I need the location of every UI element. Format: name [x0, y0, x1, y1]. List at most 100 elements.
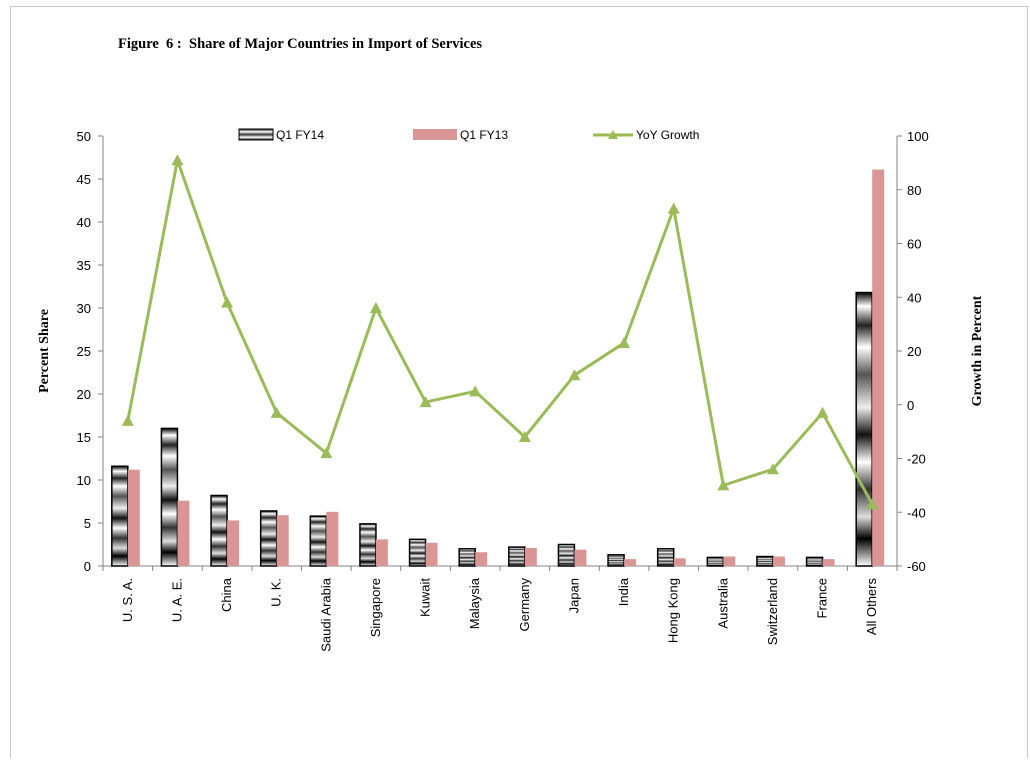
y2-tick-label: 60: [907, 237, 921, 252]
legend-marker-yoy-growth: [608, 130, 618, 139]
y-tick-label: 30: [77, 301, 91, 316]
bar-q1fy13-u-a-e: [177, 500, 190, 566]
y2-axis-title: Growth in Percent: [970, 295, 985, 406]
bar-q1fy13-saudi-arabia: [326, 511, 339, 566]
x-tick-label-singapore: Singapore: [368, 578, 383, 637]
bar-q1fy14-kuwait: [408, 538, 427, 567]
x-tick-label-saudi-arabia: Saudi Arabia: [318, 577, 333, 651]
y-tick-label: 50: [77, 129, 91, 144]
bar-q1fy13-kuwait: [425, 542, 438, 566]
growth-marker-u-s-a: [121, 414, 134, 426]
x-tick-label-australia: Australia: [715, 577, 730, 628]
legend-label-q1fy14: Q1 FY14: [276, 128, 324, 142]
growth-marker-india: [618, 336, 631, 348]
growth-marker-australia: [717, 479, 730, 491]
growth-marker-u-a-e: [171, 154, 184, 166]
bar-q1fy14-u-s-a: [111, 465, 129, 567]
x-tick-label-germany: Germany: [517, 578, 532, 632]
legend-swatch-q1fy14: [238, 128, 274, 141]
bar-q1fy14-japan: [557, 543, 576, 567]
growth-line-path: [126, 158, 874, 505]
axes: 0 5 10 15 20 25 30 35 40 45 50 -60 -40 -20 0 20 40 60 80 10…: [77, 129, 929, 574]
x-tick-labels: U. S. A. U. A. E. China U. K. Saudi Arabia Si…: [120, 577, 879, 652]
bar-q1fy14-saudi-arabia: [309, 515, 328, 567]
x-tick-label-japan: Japan: [566, 578, 581, 613]
x-tick-label-kuwait: Kuwait: [418, 578, 433, 617]
bar-q1fy14-u-a-e: [160, 427, 179, 567]
x-tick-label-malaysia: Malaysia: [467, 577, 482, 629]
bar-q1fy13-india: [624, 559, 637, 566]
x-tick-label-u-s-a: U. S. A.: [120, 578, 135, 622]
bar-q1fy13-singapore: [375, 539, 388, 566]
growth-marker-switzerland: [766, 463, 779, 475]
bar-q1fy13-australia: [723, 556, 736, 566]
growth-marker-germany: [518, 431, 531, 442]
bar-q1fy14-malaysia: [458, 548, 476, 567]
x-tick-label-all-others: All Others: [864, 578, 879, 636]
y2-tick-label: 80: [907, 183, 921, 198]
bar-q1fy14-germany: [508, 546, 526, 567]
bar-q1fy14-india: [607, 554, 625, 567]
growth-marker-china: [221, 296, 234, 308]
y2-tick-label: 40: [907, 290, 921, 305]
bar-q1fy14-all-others: [855, 291, 873, 567]
bar-q1fy14-u-k: [259, 510, 278, 567]
bar-q1fy13-japan: [574, 549, 587, 566]
x-tick-label-france: France: [815, 578, 830, 618]
bar-q1fy13-malaysia: [475, 552, 488, 566]
bar-q1fy14-singapore: [359, 523, 377, 567]
y2-tick-label: 20: [907, 344, 921, 359]
y-tick-label: 10: [77, 473, 91, 488]
growth-marker-japan: [568, 369, 581, 381]
bar-q1fy14-china: [210, 494, 228, 567]
legend-item-yoy-growth: YoY Growth: [593, 128, 699, 142]
x-tick-label-u-k: U. K.: [269, 578, 284, 607]
y2-tick-label: 100: [907, 129, 929, 144]
bar-q1fy13-hong-kong: [673, 558, 686, 566]
bar-q1fy14-hong-kong: [656, 548, 675, 567]
growth-marker-malaysia: [469, 385, 482, 397]
legend: Q1 FY14 Q1 FY13 YoY Growth: [238, 128, 699, 142]
bar-q1fy14-france: [805, 556, 824, 567]
legend-swatch-q1fy13: [413, 129, 457, 140]
growth-marker-kuwait: [419, 396, 432, 408]
bar-q1fy13-u-s-a: [127, 469, 140, 566]
x-tick-label-hong-kong: Hong Kong: [666, 578, 681, 643]
y2-tick-label: -60: [907, 559, 926, 574]
x-tick-label-switzerland: Switzerland: [765, 578, 780, 645]
chart-frame: [10, 6, 1028, 758]
bar-q1fy13-germany: [524, 547, 537, 566]
bar-q1fy13-switzerland: [772, 556, 785, 566]
bars: [111, 169, 885, 567]
x-tick-label-u-a-e: U. A. E.: [169, 578, 184, 622]
legend-label-q1fy13: Q1 FY13: [460, 128, 508, 142]
y-tick-label: 45: [77, 172, 91, 187]
x-tick-label-china: China: [219, 577, 234, 612]
growth-marker-hong-kong: [667, 202, 680, 214]
bar-q1fy13-all-others: [872, 169, 885, 567]
legend-label-yoy-growth: YoY Growth: [636, 128, 699, 142]
y2-tick-label: -40: [907, 505, 926, 520]
y2-tick-label: -20: [907, 452, 926, 467]
growth-marker-france: [816, 406, 829, 418]
y-axis-title: Percent Share: [37, 309, 52, 393]
legend-item-q1fy13: Q1 FY13: [413, 128, 508, 142]
legend-item-q1fy14: Q1 FY14: [238, 128, 324, 142]
y-tick-label: 15: [77, 430, 91, 445]
bar-q1fy14-australia: [706, 556, 725, 567]
growth-marker-all-others: [866, 498, 879, 510]
x-tick-label-india: India: [616, 577, 631, 606]
bar-q1fy13-u-k: [276, 515, 289, 566]
bar-q1fy13-france: [822, 559, 835, 566]
bar-q1fy14-switzerland: [756, 555, 774, 567]
y-tick-label: 35: [77, 258, 91, 273]
y-tick-label: 25: [77, 344, 91, 359]
growth-marker-u-k: [270, 406, 283, 418]
y-tick-label: 0: [84, 559, 91, 574]
y-tick-label: 20: [77, 387, 91, 402]
growth-marker-singapore: [369, 302, 382, 313]
figure-title: Figure 6 : Share of Major Countries in I…: [118, 36, 483, 52]
growth-line: [121, 154, 879, 510]
bar-q1fy13-china: [227, 520, 240, 566]
